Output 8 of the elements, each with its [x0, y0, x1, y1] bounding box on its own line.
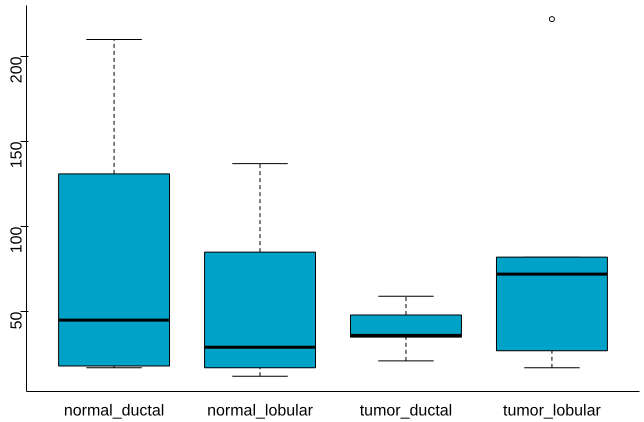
x-tick-label: normal_ductal: [64, 402, 164, 420]
y-tick-label: 100: [8, 226, 26, 254]
x-tick-label: normal_lobular: [207, 402, 314, 420]
y-tick-label: 150: [8, 141, 26, 168]
y-tick-label: 50: [8, 311, 26, 330]
x-tick-label: tumor_ductal: [360, 402, 452, 420]
y-tick-label: 200: [8, 56, 26, 84]
x-tick-label: tumor_lobular: [503, 402, 602, 420]
